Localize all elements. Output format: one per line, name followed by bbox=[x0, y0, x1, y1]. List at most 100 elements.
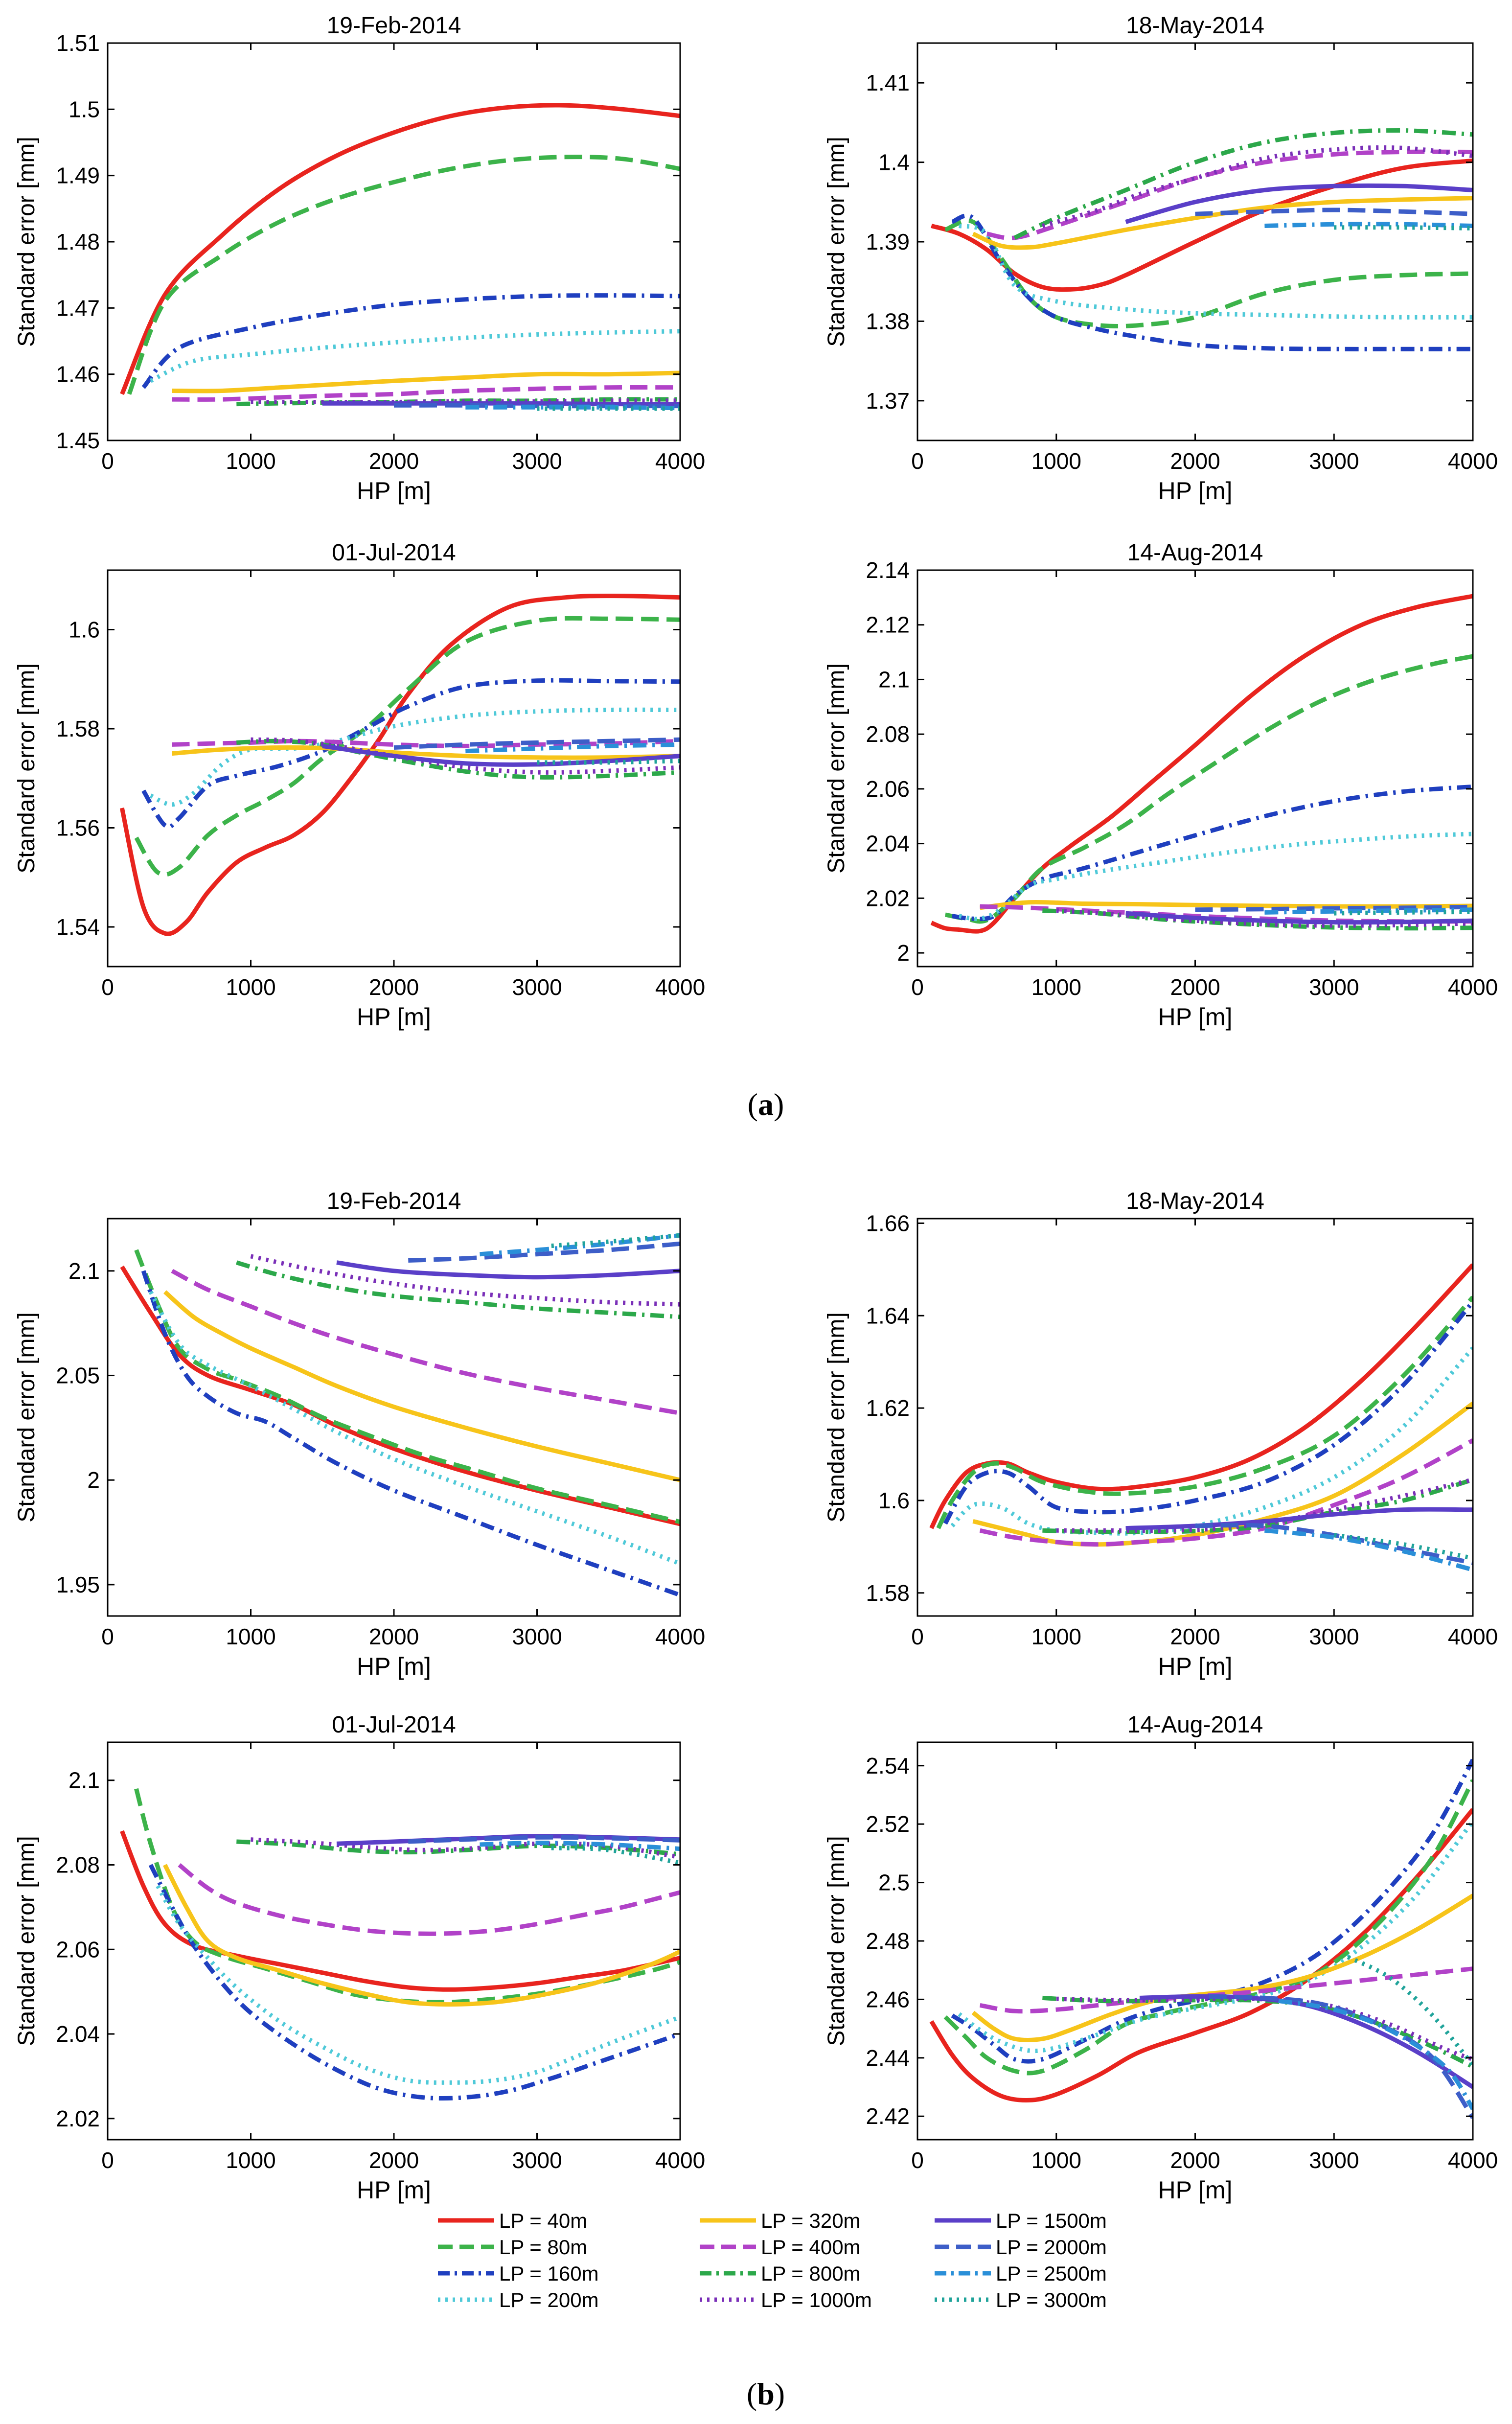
y-tick-label: 1.4 bbox=[878, 150, 910, 175]
plot-area bbox=[108, 570, 680, 967]
series-line-lp3000 bbox=[1333, 1533, 1473, 1561]
legend-label-lp400: LP = 400m bbox=[761, 2236, 861, 2259]
series-line-lp160 bbox=[141, 293, 680, 389]
x-axis-label: HP [m] bbox=[357, 1653, 431, 1680]
chart-panel-b-4: 0 1000 2000 3000 4000 2.42 2.44 2.46 2.48 2.5 2.52… bbox=[824, 1712, 1498, 2204]
y-tick-label: 2.04 bbox=[866, 831, 910, 856]
x-tick-label: 1000 bbox=[1031, 2147, 1081, 2173]
series-line-lp320 bbox=[172, 745, 680, 760]
y-tick-label: 2.54 bbox=[866, 1753, 910, 1778]
x-tick-label: 0 bbox=[101, 448, 114, 474]
series-line-lp40 bbox=[119, 594, 680, 936]
y-axis-label: Standard error [mm] bbox=[14, 137, 40, 346]
series-line-lp320 bbox=[172, 370, 680, 393]
chart-title: 19-Feb-2014 bbox=[327, 1188, 461, 1214]
y-axis-label: Standard error [mm] bbox=[14, 1836, 40, 2046]
series-line-lp200 bbox=[156, 1885, 680, 2085]
y-tick-label: 1.6 bbox=[69, 617, 100, 643]
x-tick-label: 3000 bbox=[512, 1624, 562, 1649]
x-tick-label: 0 bbox=[101, 1624, 114, 1649]
y-tick-label: 1.39 bbox=[866, 229, 910, 254]
chart-panel-a-2: 0 1000 2000 3000 4000 1.37 1.38 1.39 1.4 1.41 18-M… bbox=[824, 13, 1498, 505]
y-tick-label: 1.51 bbox=[56, 30, 100, 56]
chart-panel-a-4: 0 1000 2000 3000 4000 2 2.02 2.04 2.06 2.08 2.1 2.1… bbox=[824, 540, 1498, 1031]
series-line-lp320 bbox=[163, 1290, 680, 1482]
series-line-lp1500 bbox=[1125, 1507, 1473, 1531]
x-tick-label: 0 bbox=[911, 974, 924, 1000]
y-axis-label: Standard error [mm] bbox=[824, 1312, 849, 1522]
series-line-lp400 bbox=[172, 385, 680, 402]
series-group bbox=[119, 594, 680, 936]
legend-label-lp2500: LP = 2500m bbox=[996, 2262, 1107, 2285]
series-line-lp400 bbox=[986, 149, 1473, 240]
chart-panel-a-3: 0 1000 2000 3000 4000 1.54 1.56 1.58 1.6 01-Jul-2… bbox=[14, 540, 705, 1031]
legend-label-lp80: LP = 80m bbox=[499, 2236, 587, 2259]
series-line-lp2500 bbox=[480, 1233, 680, 1257]
series-group bbox=[120, 1233, 680, 1597]
y-tick-label: 1.58 bbox=[56, 716, 100, 741]
x-tick-label: 4000 bbox=[655, 448, 705, 474]
series-line-lp1000 bbox=[1056, 1996, 1473, 2062]
series-line-lp40 bbox=[931, 158, 1473, 292]
legend-label-lp320: LP = 320m bbox=[761, 2209, 861, 2232]
y-tick-label: 1.46 bbox=[56, 362, 100, 387]
series-line-lp40 bbox=[120, 1830, 680, 1992]
caption-a-open: ( bbox=[747, 1087, 758, 1122]
series-group bbox=[120, 103, 680, 411]
series-line-lp160 bbox=[141, 1270, 680, 1597]
caption-b-close: ) bbox=[774, 2377, 785, 2411]
plot-area bbox=[108, 1219, 680, 1616]
series-line-lp2500 bbox=[480, 1841, 680, 1851]
legend-label-lp40: LP = 40m bbox=[499, 2209, 587, 2232]
chart-title: 18-May-2014 bbox=[1126, 13, 1264, 39]
y-tick-label: 2.02 bbox=[56, 2106, 100, 2131]
series-line-lp200 bbox=[148, 1291, 680, 1566]
y-tick-label: 2.06 bbox=[866, 776, 910, 802]
x-tick-label: 4000 bbox=[1448, 1624, 1498, 1649]
y-axis-label: Standard error [mm] bbox=[824, 137, 849, 346]
series-line-lp2000 bbox=[1195, 904, 1473, 912]
x-tick-label: 1000 bbox=[226, 2147, 275, 2173]
x-tick-label: 3000 bbox=[512, 974, 562, 1000]
x-axis-label: HP [m] bbox=[357, 477, 431, 505]
x-tick-label: 4000 bbox=[1448, 974, 1498, 1000]
legend-label-lp800: LP = 800m bbox=[761, 2262, 861, 2285]
x-tick-label: 3000 bbox=[512, 448, 562, 474]
y-tick-label: 1.66 bbox=[866, 1210, 910, 1236]
series-line-lp1000 bbox=[251, 737, 680, 775]
y-tick-label: 1.95 bbox=[56, 1572, 100, 1597]
y-tick-label: 2 bbox=[897, 940, 910, 966]
x-axis-label: HP [m] bbox=[357, 2176, 431, 2204]
x-axis-label: HP [m] bbox=[1158, 1003, 1233, 1031]
y-tick-label: 1.47 bbox=[56, 295, 100, 321]
series-line-lp800 bbox=[1042, 1477, 1473, 1534]
y-tick-label: 2 bbox=[87, 1467, 100, 1493]
x-tick-label: 2000 bbox=[369, 2147, 419, 2173]
y-tick-label: 1.6 bbox=[878, 1488, 910, 1513]
x-axis-label: HP [m] bbox=[357, 1003, 431, 1031]
y-tick-label: 1.54 bbox=[56, 914, 100, 940]
caption-a: (a) bbox=[717, 1086, 815, 1123]
y-axis-label: Standard error [mm] bbox=[14, 1312, 40, 1522]
x-tick-label: 4000 bbox=[655, 2147, 705, 2173]
x-tick-label: 1000 bbox=[1031, 974, 1081, 1000]
caption-b-open: ( bbox=[746, 2377, 757, 2411]
y-tick-label: 2.46 bbox=[866, 1986, 910, 2012]
series-line-lp40 bbox=[120, 103, 680, 395]
x-tick-label: 0 bbox=[911, 448, 924, 474]
series-line-lp400 bbox=[178, 1863, 680, 1936]
series-line-lp800 bbox=[236, 1260, 680, 1319]
series-line-lp2000 bbox=[1209, 1994, 1473, 2119]
y-axis-label: Standard error [mm] bbox=[824, 663, 849, 873]
chart-title: 14-Aug-2014 bbox=[1127, 1712, 1263, 1738]
plot-area bbox=[917, 1219, 1473, 1616]
y-tick-label: 1.62 bbox=[866, 1395, 910, 1421]
x-tick-label: 2000 bbox=[1170, 1624, 1220, 1649]
series-line-lp160 bbox=[943, 1300, 1473, 1525]
series-line-lp40 bbox=[929, 1808, 1473, 2102]
legend-label-lp200: LP = 200m bbox=[499, 2288, 599, 2311]
caption-b: (b) bbox=[717, 2376, 815, 2412]
x-axis-label: HP [m] bbox=[1158, 2176, 1233, 2204]
y-tick-label: 2.05 bbox=[56, 1363, 100, 1388]
x-tick-label: 4000 bbox=[655, 974, 705, 1000]
